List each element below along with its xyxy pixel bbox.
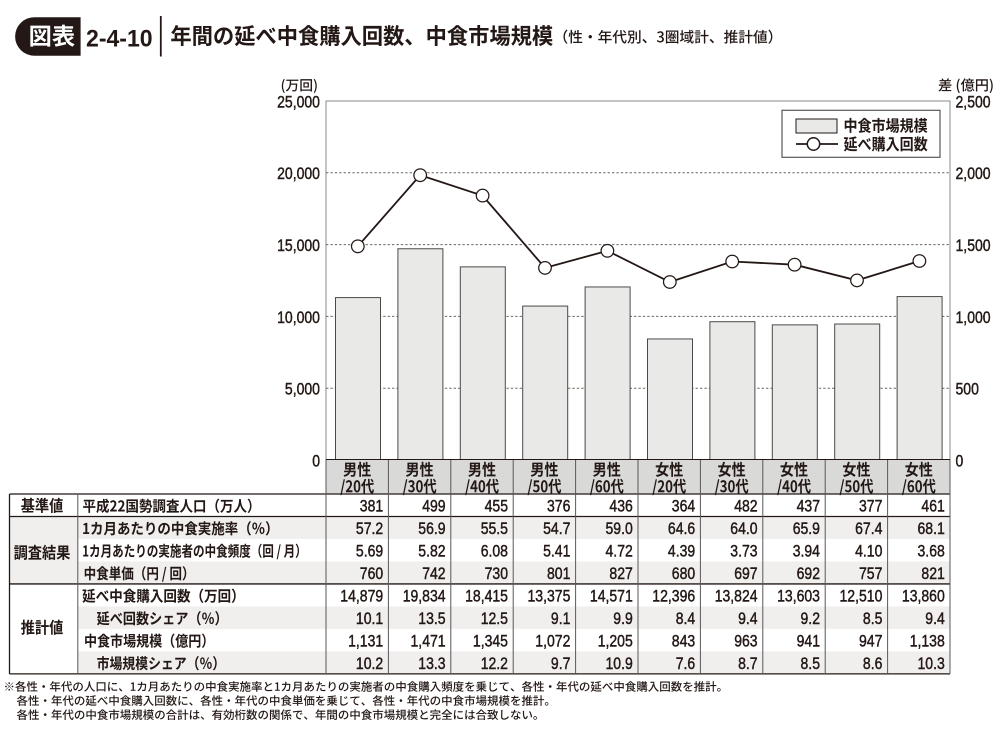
svg-text:5,000: 5,000 <box>285 381 320 399</box>
svg-text:20,000: 20,000 <box>277 165 320 183</box>
svg-text:377: 377 <box>859 498 882 516</box>
svg-text:1,138: 1,138 <box>910 633 945 651</box>
svg-text:13,860: 13,860 <box>902 588 945 606</box>
svg-text:4.39: 4.39 <box>668 543 695 561</box>
svg-text:1,131: 1,131 <box>348 633 383 651</box>
svg-text:5.69: 5.69 <box>356 543 383 561</box>
svg-text:8.4: 8.4 <box>676 610 696 628</box>
svg-text:692: 692 <box>797 565 820 583</box>
svg-text:57.2: 57.2 <box>356 520 383 538</box>
svg-text:364: 364 <box>672 498 695 516</box>
svg-text:1,072: 1,072 <box>535 633 570 651</box>
svg-text:821: 821 <box>921 565 944 583</box>
svg-text:9.7: 9.7 <box>551 655 571 673</box>
svg-text:1,000: 1,000 <box>956 309 991 327</box>
svg-text:9.9: 9.9 <box>613 610 633 628</box>
svg-text:843: 843 <box>672 633 695 651</box>
svg-text:8.5: 8.5 <box>863 610 883 628</box>
svg-text:7.6: 7.6 <box>676 655 696 673</box>
svg-text:12.5: 12.5 <box>481 610 508 628</box>
svg-text:64.0: 64.0 <box>730 520 757 538</box>
svg-text:9.2: 9.2 <box>801 610 821 628</box>
svg-text:25,000: 25,000 <box>277 93 320 111</box>
svg-text:13,603: 13,603 <box>777 588 820 606</box>
svg-text:10.2: 10.2 <box>356 655 383 673</box>
svg-text:54.7: 54.7 <box>543 520 570 538</box>
svg-text:3.68: 3.68 <box>918 543 945 561</box>
svg-text:8.5: 8.5 <box>801 655 821 673</box>
svg-text:13,375: 13,375 <box>528 588 571 606</box>
svg-text:1,471: 1,471 <box>411 633 446 651</box>
svg-text:680: 680 <box>672 565 695 583</box>
svg-text:10.9: 10.9 <box>606 655 633 673</box>
svg-text:6.08: 6.08 <box>481 543 508 561</box>
svg-text:381: 381 <box>360 498 383 516</box>
svg-text:8.7: 8.7 <box>738 655 758 673</box>
svg-text:10.3: 10.3 <box>918 655 945 673</box>
svg-text:8.6: 8.6 <box>863 655 883 673</box>
svg-text:757: 757 <box>859 565 882 583</box>
svg-text:67.4: 67.4 <box>855 520 882 538</box>
svg-text:482: 482 <box>734 498 757 516</box>
svg-text:499: 499 <box>422 498 445 516</box>
svg-text:941: 941 <box>797 633 820 651</box>
svg-text:13.3: 13.3 <box>418 655 445 673</box>
svg-text:15,000: 15,000 <box>277 237 320 255</box>
svg-text:4.10: 4.10 <box>855 543 882 561</box>
svg-text:1,205: 1,205 <box>598 633 633 651</box>
svg-text:12,510: 12,510 <box>840 588 883 606</box>
svg-text:455: 455 <box>485 498 508 516</box>
svg-text:376: 376 <box>547 498 570 516</box>
svg-text:697: 697 <box>734 565 757 583</box>
svg-text:64.6: 64.6 <box>668 520 695 538</box>
svg-text:12,396: 12,396 <box>652 588 695 606</box>
svg-text:55.5: 55.5 <box>481 520 508 538</box>
svg-text:9.1: 9.1 <box>551 610 571 628</box>
svg-text:56.9: 56.9 <box>418 520 445 538</box>
svg-text:5.41: 5.41 <box>543 543 570 561</box>
svg-text:461: 461 <box>921 498 944 516</box>
svg-text:2,500: 2,500 <box>956 93 991 111</box>
svg-text:4.72: 4.72 <box>606 543 633 561</box>
svg-text:3.73: 3.73 <box>730 543 757 561</box>
svg-text:2-4-10: 2-4-10 <box>86 26 153 53</box>
svg-text:2,000: 2,000 <box>956 165 991 183</box>
svg-text:18,415: 18,415 <box>465 588 508 606</box>
svg-text:742: 742 <box>422 565 445 583</box>
svg-text:9.4: 9.4 <box>738 610 758 628</box>
svg-text:827: 827 <box>609 565 632 583</box>
svg-text:947: 947 <box>859 633 882 651</box>
svg-text:10.1: 10.1 <box>356 610 383 628</box>
svg-text:1,345: 1,345 <box>473 633 508 651</box>
svg-text:436: 436 <box>609 498 632 516</box>
svg-text:500: 500 <box>956 381 979 399</box>
svg-text:14,879: 14,879 <box>340 588 383 606</box>
svg-text:3.94: 3.94 <box>793 543 820 561</box>
svg-text:760: 760 <box>360 565 383 583</box>
svg-text:10,000: 10,000 <box>277 309 320 327</box>
svg-text:730: 730 <box>485 565 508 583</box>
svg-text:13.5: 13.5 <box>418 610 445 628</box>
svg-text:59.0: 59.0 <box>606 520 633 538</box>
svg-text:13,824: 13,824 <box>715 588 758 606</box>
svg-text:0: 0 <box>956 452 964 470</box>
svg-text:9.4: 9.4 <box>925 610 945 628</box>
svg-text:0: 0 <box>312 452 320 470</box>
svg-text:65.9: 65.9 <box>793 520 820 538</box>
svg-text:1,500: 1,500 <box>956 237 991 255</box>
svg-text:437: 437 <box>797 498 820 516</box>
svg-text:14,571: 14,571 <box>590 588 633 606</box>
svg-text:19,834: 19,834 <box>403 588 446 606</box>
svg-text:801: 801 <box>547 565 570 583</box>
svg-text:5.82: 5.82 <box>418 543 445 561</box>
svg-text:963: 963 <box>734 633 757 651</box>
svg-text:12.2: 12.2 <box>481 655 508 673</box>
svg-text:68.1: 68.1 <box>918 520 945 538</box>
